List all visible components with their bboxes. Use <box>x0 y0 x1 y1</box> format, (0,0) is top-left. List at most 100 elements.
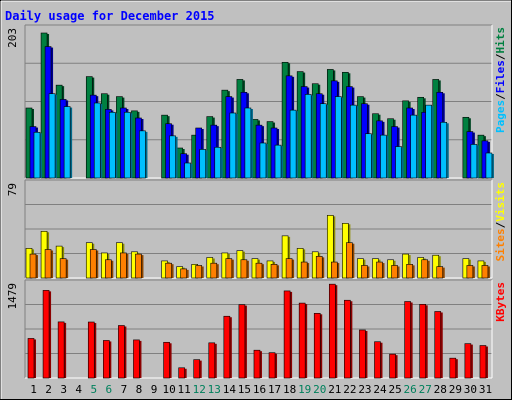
bar-visits-day-18 <box>281 235 289 279</box>
bar-sites-day-28 <box>436 266 444 279</box>
x-tick-label-day-1: 1 <box>30 383 37 396</box>
bar-pages-day-8 <box>139 130 146 179</box>
x-tick-label-day-12: 12 <box>193 383 206 396</box>
bar-kbytes-day-16 <box>253 349 261 379</box>
bar-pages-day-6 <box>109 111 116 179</box>
bar-sites-day-13 <box>210 262 218 279</box>
bar-pages-day-26 <box>410 114 417 179</box>
x-tick-label-day-17: 17 <box>268 383 281 396</box>
x-tick-label-day-31: 31 <box>479 383 492 396</box>
bar-kbytes-day-30 <box>464 343 472 379</box>
legend-pages: Pages <box>494 100 507 133</box>
x-tick-label-day-26: 26 <box>404 383 417 396</box>
bar-pages-day-13 <box>214 146 222 179</box>
x-tick-label-day-22: 22 <box>343 383 356 396</box>
panel-3-legend: KBytes <box>494 282 507 322</box>
bar-sites-day-1 <box>29 253 37 279</box>
bar-kbytes-day-1 <box>27 338 35 379</box>
bar-kbytes-day-31 <box>479 345 487 379</box>
bar-kbytes-day-13 <box>208 342 216 379</box>
x-tick-label-day-20: 20 <box>313 383 326 396</box>
bar-kbytes-day-20 <box>313 313 321 379</box>
bar-kbytes-day-7 <box>118 325 125 379</box>
bar-sites-day-23 <box>361 265 368 279</box>
x-tick-label-day-6: 6 <box>106 383 113 396</box>
bar-pages-day-14 <box>229 112 237 179</box>
bar-sites-day-30 <box>466 265 474 279</box>
chart-title: Daily usage for December 2015 <box>5 9 215 23</box>
bar-sites-day-18 <box>285 258 293 279</box>
bar-sites-day-22 <box>346 242 353 279</box>
bar-pages-day-19 <box>304 94 312 179</box>
bar-sites-day-16 <box>255 262 263 279</box>
bar-pages-day-25 <box>395 146 402 179</box>
bar-pages-day-23 <box>365 133 372 179</box>
bar-pages-day-30 <box>470 144 478 179</box>
x-tick-label-day-11: 11 <box>178 383 191 396</box>
legend-separator: / <box>494 53 507 60</box>
bar-pages-day-21 <box>334 96 342 179</box>
bar-pages-day-16 <box>259 142 267 179</box>
bar-pages-day-31 <box>485 152 493 179</box>
legend-separator: / <box>494 93 507 100</box>
bar-pages-day-17 <box>274 144 282 179</box>
bar-pages-day-24 <box>380 134 387 179</box>
bar-sites-day-19 <box>300 261 308 279</box>
bar-kbytes-day-17 <box>268 352 276 379</box>
bar-pages-day-27 <box>425 104 432 179</box>
bar-sites-day-24 <box>376 261 383 279</box>
x-tick-label-day-27: 27 <box>419 383 432 396</box>
x-tick-label-day-5: 5 <box>90 383 97 396</box>
bar-pages-day-7 <box>124 111 131 179</box>
x-tick-label-day-28: 28 <box>434 383 447 396</box>
x-tick-label-day-7: 7 <box>121 383 128 396</box>
x-tick-label-day-19: 19 <box>298 383 311 396</box>
legend-separator: / <box>494 221 507 228</box>
x-tick-label-day-23: 23 <box>358 383 371 396</box>
x-tick-label-day-2: 2 <box>45 383 52 396</box>
bar-kbytes-day-27 <box>419 304 426 379</box>
x-tick-label-day-9: 9 <box>151 383 158 396</box>
panel-1-legend: Pages/Files/Hits <box>494 27 507 133</box>
panel-2-legend: Sites/Visits <box>494 182 507 262</box>
bar-pages-day-11 <box>184 162 191 179</box>
bar-kbytes-day-23 <box>359 329 366 379</box>
bar-pages-day-10 <box>169 135 176 179</box>
x-tick-label-day-14: 14 <box>223 383 237 396</box>
bar-sites-day-12 <box>195 265 203 279</box>
bar-kbytes-day-29 <box>449 357 457 379</box>
bar-kbytes-day-21 <box>328 283 336 379</box>
x-tick-label-day-30: 30 <box>464 383 477 396</box>
bar-pages-day-1 <box>33 131 41 179</box>
bar-pages-day-22 <box>350 104 357 179</box>
bar-kbytes-day-12 <box>193 359 201 379</box>
bar-sites-day-2 <box>44 249 52 279</box>
x-tick-label-day-18: 18 <box>283 383 296 396</box>
bar-kbytes-day-19 <box>298 302 306 379</box>
bar-visits-day-21 <box>326 215 334 279</box>
bar-sites-day-14 <box>225 258 233 279</box>
x-tick-label-day-15: 15 <box>238 383 251 396</box>
bar-kbytes-day-2 <box>42 290 50 379</box>
bar-kbytes-day-10 <box>163 341 170 379</box>
bar-kbytes-day-25 <box>389 353 396 379</box>
bar-kbytes-day-8 <box>133 339 140 379</box>
bar-pages-day-12 <box>199 149 207 179</box>
bar-pages-day-3 <box>63 106 71 179</box>
panel-2-ymax-label: 79 <box>6 183 19 196</box>
legend-hits: Hits <box>494 27 507 54</box>
bar-sites-day-5 <box>89 249 97 279</box>
bar-pages-day-5 <box>93 102 101 179</box>
x-tick-label-day-4: 4 <box>75 383 82 396</box>
panel-1-ymax-label: 203 <box>6 28 19 48</box>
bar-sites-day-20 <box>315 256 323 279</box>
bar-kbytes-day-24 <box>374 341 381 379</box>
bar-kbytes-day-18 <box>283 290 291 379</box>
bar-pages-day-28 <box>440 121 448 179</box>
bar-kbytes-day-3 <box>57 321 65 379</box>
bar-kbytes-day-5 <box>87 321 95 379</box>
x-tick-label-day-24: 24 <box>373 383 387 396</box>
bar-sites-day-8 <box>135 253 142 279</box>
bar-sites-day-21 <box>330 261 338 279</box>
